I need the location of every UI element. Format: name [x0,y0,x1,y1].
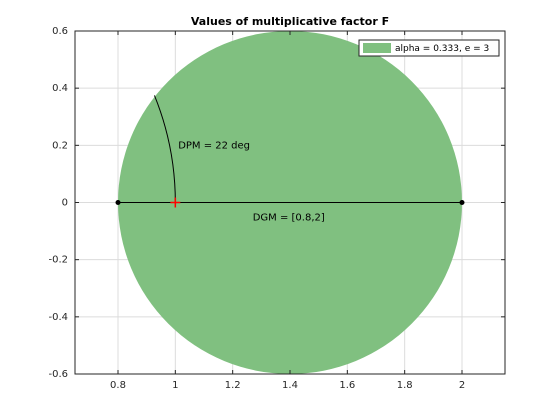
y-tick-label: 0.4 [52,83,68,94]
legend-box [358,39,500,57]
legend-swatch [363,43,391,53]
y-tick-label: 0.2 [52,140,68,151]
legend: alpha = 0.333, e = 3 [358,39,500,57]
y-tick-label: 0.6 [52,26,68,37]
x-tick-label: 1.2 [225,380,241,391]
x-tick-label: 1.4 [282,380,298,391]
gain-margin-end-point [459,200,465,205]
x-tick-label: 1 [172,380,178,391]
phase-margin-arc [153,95,176,203]
phase-margin-label: DPM = 22 deg [178,140,250,151]
y-tick-label: -0.6 [48,369,68,380]
chart-title: Values of multiplicative factor F [191,15,389,28]
plot-area: DGM = [0.8,2] DPM = 22 deg [115,31,465,374]
legend-entry: alpha = 0.333, e = 3 [395,44,489,54]
y-tick-label: 0 [62,198,68,209]
x-tick-label: 1.8 [397,380,413,391]
x-tick-label: 1.6 [339,380,355,391]
axes-ticks: 0.8 1 1.2 1.4 1.6 1.8 2 0.6 0.4 0.2 0 -0.2 -0.4 -0.6 [48,26,505,391]
x-tick-label: 2 [459,380,465,391]
gain-margin-start-point [115,200,121,205]
y-tick-label: -0.4 [48,312,68,323]
y-tick-label: -0.2 [48,255,68,266]
gain-margin-label: DGM = [0.8,2] [253,212,325,223]
x-tick-label: 0.8 [110,380,126,391]
